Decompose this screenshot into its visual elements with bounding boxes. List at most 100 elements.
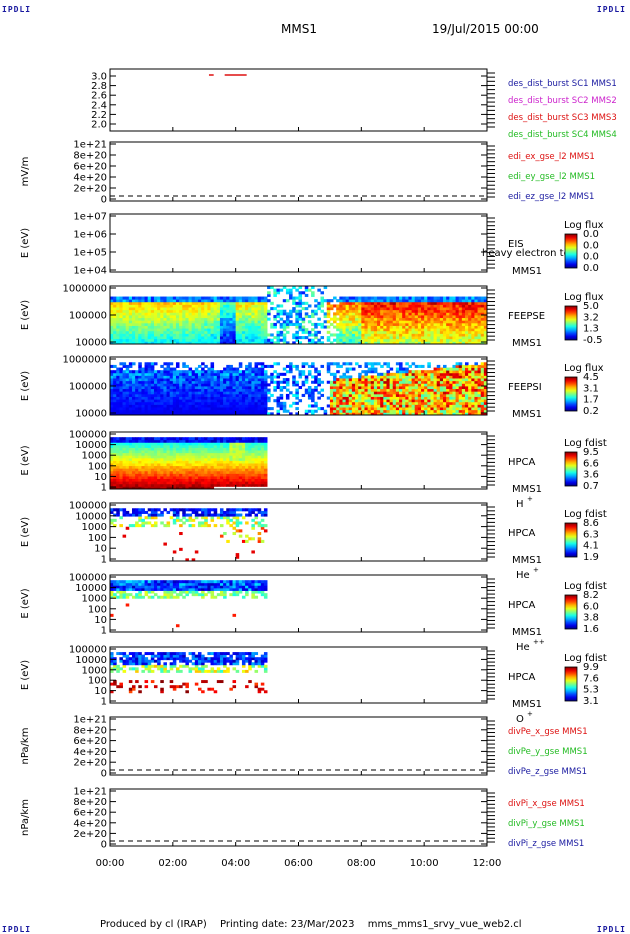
spectrogram-cell [405,396,409,400]
spectrogram-cell [421,401,425,405]
spectrogram-cell [229,468,233,472]
spectrogram-cell [251,296,255,300]
spectrogram-cell [439,380,444,384]
spectrogram-cell [245,333,249,337]
spectrogram-cell [402,399,406,403]
spectrogram-cell [147,393,152,397]
spectrogram-cell [267,396,271,400]
spectrogram-cell [185,378,189,382]
spectrogram-cell [254,404,259,408]
spectrogram-cell [367,312,372,316]
spectrogram-cell [461,386,466,390]
spectrogram-cell [179,370,183,374]
spectrogram-cell [465,341,469,345]
spectrogram-cell [427,401,431,405]
spectrogram-cell [144,481,149,485]
spectrogram-cell [160,476,164,480]
spectrogram-cell [465,320,469,324]
spectrogram-cell [147,444,152,448]
spectrogram-cell [480,309,485,313]
spectrogram-cell [311,393,315,397]
spectrogram-cell [213,452,218,456]
spectrogram-cell [301,393,306,397]
spectrogram-cell [172,333,177,337]
spectrogram-cell [386,396,391,400]
spectrogram-cell [452,320,456,324]
spectrogram-cell [188,341,193,345]
spectrogram-cell [160,296,164,300]
spectrogram-cell [201,320,205,324]
spectrogram-cell [207,473,211,477]
spectrogram-cell [179,391,183,395]
spectrogram-cell [267,317,271,321]
spectrogram-cell [207,407,211,411]
spectrogram-cell [125,401,130,405]
spectrogram-cell [216,388,221,392]
spectrogram-cell [355,333,359,337]
spectrogram-cell [194,312,199,316]
spectrogram-cell [141,372,145,376]
spectrogram-cell [455,375,460,379]
spectrogram-cell [213,450,218,454]
spectrogram-cell [465,315,469,319]
spectrogram-cell [364,364,369,368]
spectrogram-cell [348,407,353,411]
spectrogram-cell [449,404,453,408]
spectrogram-cell [295,320,299,324]
spectrogram-cell [185,460,189,464]
spectrogram-cell [241,380,246,384]
spectrogram-cell [342,388,347,392]
spectrogram-cell [311,409,315,413]
spectrogram-cell [219,407,224,411]
spectrogram-cell [147,383,152,387]
spectrogram-cell [273,293,277,297]
spectrogram-cell [380,404,384,408]
spectrogram-cell [235,407,240,411]
spectrogram-cell [367,333,372,337]
spectrogram-cell [449,328,453,332]
spectrogram-cell [433,299,438,303]
spectrogram-cell [411,362,416,366]
spectrogram-cell [141,328,145,332]
spectrogram-cell [138,320,142,324]
spectrogram-cell [323,409,328,413]
spectrogram-cell [307,396,312,400]
spectrogram-cell [465,328,469,332]
spectrogram-cell [201,333,205,337]
spectrogram-cell [465,399,469,403]
spectrogram-cell [245,399,249,403]
spectrogram-cell [461,325,466,329]
spectrogram-cell [461,315,466,319]
spectrogram-cell [191,468,196,472]
spectrogram-cell [110,401,114,405]
spectrogram-cell [113,341,117,345]
spectrogram-cell [119,447,123,451]
spectrogram-cell [226,452,230,456]
spectrogram-cell [135,439,139,443]
spectrogram-cell [241,317,246,321]
spectrogram-cell [113,442,117,446]
spectrogram-cell [150,437,155,441]
spectrogram-cell [477,325,482,329]
spectrogram-cell [116,486,120,490]
spectrogram-cell [119,412,123,416]
page-title: MMS1 [281,22,317,36]
spectrogram-cell [179,452,183,456]
spectrogram-cell [446,409,450,413]
spectrogram-cell [295,333,299,337]
spectrogram-cell [201,460,205,464]
spectrogram-cell [424,386,428,390]
spectrogram-cell [421,388,425,392]
spectrogram-cell [248,399,252,403]
spectrogram-cell [411,386,416,390]
spectrogram-cell [257,383,262,387]
spectrogram-cell [144,372,149,376]
spectrogram-cell [122,476,127,480]
spectrogram-cell [125,380,130,384]
spectrogram-cell [248,375,252,379]
spectrogram-cell [389,299,394,303]
spectrogram-cell [128,473,133,477]
spectrogram-cell [238,380,243,384]
spectrogram-cell [468,296,472,300]
spectrogram-cell [355,341,359,345]
